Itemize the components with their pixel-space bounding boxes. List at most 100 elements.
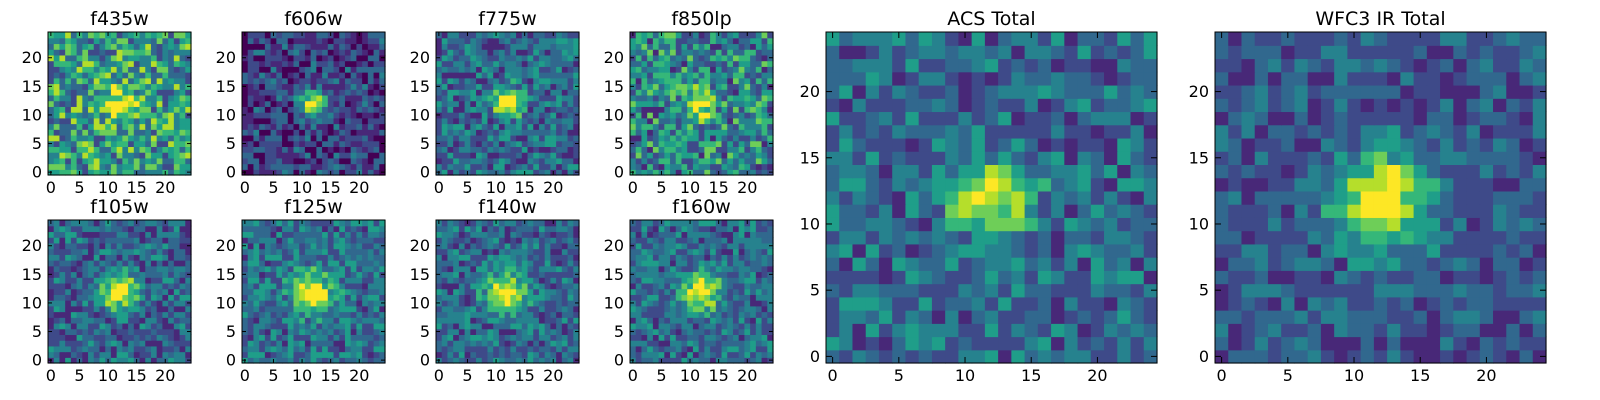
heatmap-cell — [65, 340, 72, 347]
heatmap-cell — [333, 357, 340, 364]
heatmap-cell — [498, 260, 506, 267]
heatmap-cell — [641, 129, 648, 136]
heatmap-cell — [658, 322, 665, 330]
heatmap-cell — [139, 112, 146, 119]
heatmap-cell — [698, 311, 705, 318]
heatmap-cell — [179, 146, 186, 153]
heatmap-cell — [327, 94, 335, 102]
heatmap-cell — [70, 288, 78, 295]
heatmap-cell — [145, 242, 152, 250]
x-tick-label: 15 — [320, 178, 340, 197]
heatmap-cell — [59, 254, 66, 261]
heatmap-cell — [635, 340, 643, 347]
heatmap-cell — [105, 89, 112, 96]
heatmap-cell — [464, 328, 471, 335]
heatmap-cell — [293, 294, 300, 301]
heatmap-cell — [481, 54, 489, 62]
heatmap-cell — [510, 66, 517, 73]
heatmap-cell — [687, 317, 694, 324]
heatmap-cell — [567, 271, 574, 278]
heatmap-cell — [493, 345, 500, 353]
heatmap-cell — [481, 305, 489, 313]
heatmap-cell — [128, 282, 135, 290]
heatmap-cell — [99, 54, 106, 62]
heatmap-cell — [128, 265, 135, 273]
heatmap-cell — [276, 157, 283, 165]
heatmap-cell — [93, 317, 101, 324]
heatmap-cell — [767, 157, 774, 165]
heatmap-cell — [99, 357, 106, 364]
heatmap-cell — [316, 152, 323, 159]
heatmap-cell — [635, 288, 643, 295]
heatmap-cell — [556, 254, 563, 261]
heatmap-cell — [185, 322, 192, 330]
heatmap-cell — [556, 117, 563, 125]
heatmap-cell — [516, 322, 523, 330]
heatmap-cell — [53, 248, 61, 255]
heatmap-cell — [116, 94, 123, 102]
heatmap-cell — [464, 294, 471, 301]
heatmap-cell — [561, 129, 569, 136]
heatmap-cell — [350, 317, 357, 324]
heatmap-cell — [373, 157, 380, 165]
heatmap-cell — [487, 94, 494, 102]
heatmap-cell — [173, 300, 181, 307]
heatmap-cell — [658, 129, 665, 136]
heatmap-cell — [173, 49, 181, 56]
heatmap-cell — [458, 49, 466, 56]
heatmap-cell — [367, 260, 375, 267]
heatmap-cell — [316, 282, 323, 290]
heatmap-cell — [373, 106, 380, 113]
heatmap-cell — [128, 277, 135, 284]
heatmap-cell — [704, 43, 711, 50]
heatmap-cell — [561, 77, 569, 85]
heatmap-cell — [128, 311, 135, 318]
heatmap-cell — [139, 351, 146, 358]
heatmap-cell — [664, 43, 671, 50]
heatmap-cell — [761, 157, 768, 165]
heatmap-cell — [350, 237, 357, 244]
heatmap-cell — [276, 117, 283, 125]
heatmap-cell — [99, 94, 106, 102]
heatmap-cell — [93, 225, 101, 233]
heatmap-cell — [316, 157, 323, 165]
heatmap-cell — [670, 129, 677, 136]
heatmap-cell — [110, 317, 118, 324]
heatmap-cell — [48, 117, 55, 125]
heatmap-cell — [561, 282, 569, 290]
heatmap-cell — [116, 60, 123, 67]
heatmap-cell — [93, 322, 101, 330]
heatmap-cell — [487, 129, 494, 136]
heatmap-cell — [128, 106, 135, 113]
heatmap-cell — [82, 83, 89, 90]
heatmap-cell — [145, 49, 152, 56]
heatmap-cell — [350, 242, 357, 250]
heatmap-cell — [732, 300, 740, 307]
heatmap-cell — [150, 83, 158, 90]
heatmap-cell — [59, 123, 66, 130]
heatmap-cell — [242, 225, 249, 233]
heatmap-cell — [715, 317, 723, 324]
heatmap-cell — [350, 117, 357, 125]
heatmap-cell — [550, 77, 557, 85]
heatmap-cell — [521, 254, 529, 261]
heatmap-cell — [350, 89, 357, 96]
heatmap-cell — [544, 242, 551, 250]
heatmap-cell — [755, 311, 763, 318]
heatmap-cell — [664, 351, 671, 358]
heatmap-cell — [259, 169, 266, 176]
heatmap-cell — [721, 311, 728, 318]
heatmap-cell — [70, 277, 78, 284]
heatmap-cell — [339, 288, 346, 295]
x-tick-label: 20 — [155, 178, 175, 197]
heatmap-cell — [556, 231, 563, 238]
heatmap-cell — [487, 317, 494, 324]
heatmap-cell — [162, 340, 169, 347]
heatmap-cell — [105, 311, 112, 318]
heatmap-cell — [635, 94, 643, 102]
heatmap-cell — [333, 294, 340, 301]
heatmap-cell — [293, 163, 300, 170]
heatmap-cell — [710, 322, 717, 330]
heatmap-cell — [344, 66, 352, 73]
heatmap-cell — [179, 152, 186, 159]
